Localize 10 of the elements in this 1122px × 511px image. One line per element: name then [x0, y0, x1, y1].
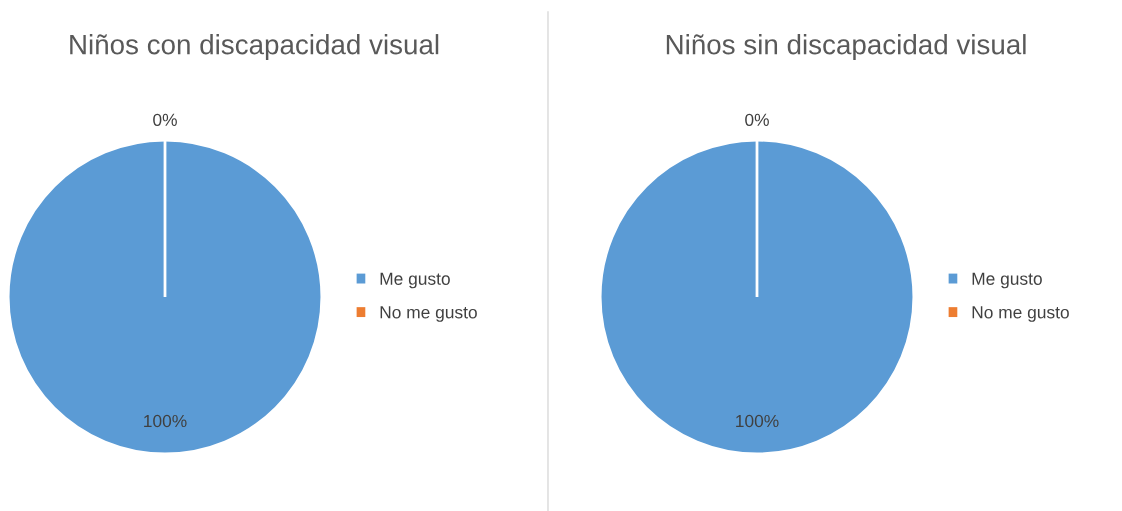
legend-label: No me gusto — [972, 306, 1069, 322]
data-label: 100% — [736, 414, 779, 428]
legend-label: Me gusto — [380, 272, 450, 289]
text: 0% — [745, 113, 769, 126]
data-label: 100% — [144, 414, 187, 428]
text: 0% — [153, 113, 177, 126]
legend-label: No me gusto — [380, 306, 477, 322]
chart-title: Niños con discapacidad visual — [70, 34, 439, 60]
chart-title: Niños sin discapacidad visual — [666, 34, 1026, 60]
legend-label: Me gusto — [972, 272, 1042, 289]
